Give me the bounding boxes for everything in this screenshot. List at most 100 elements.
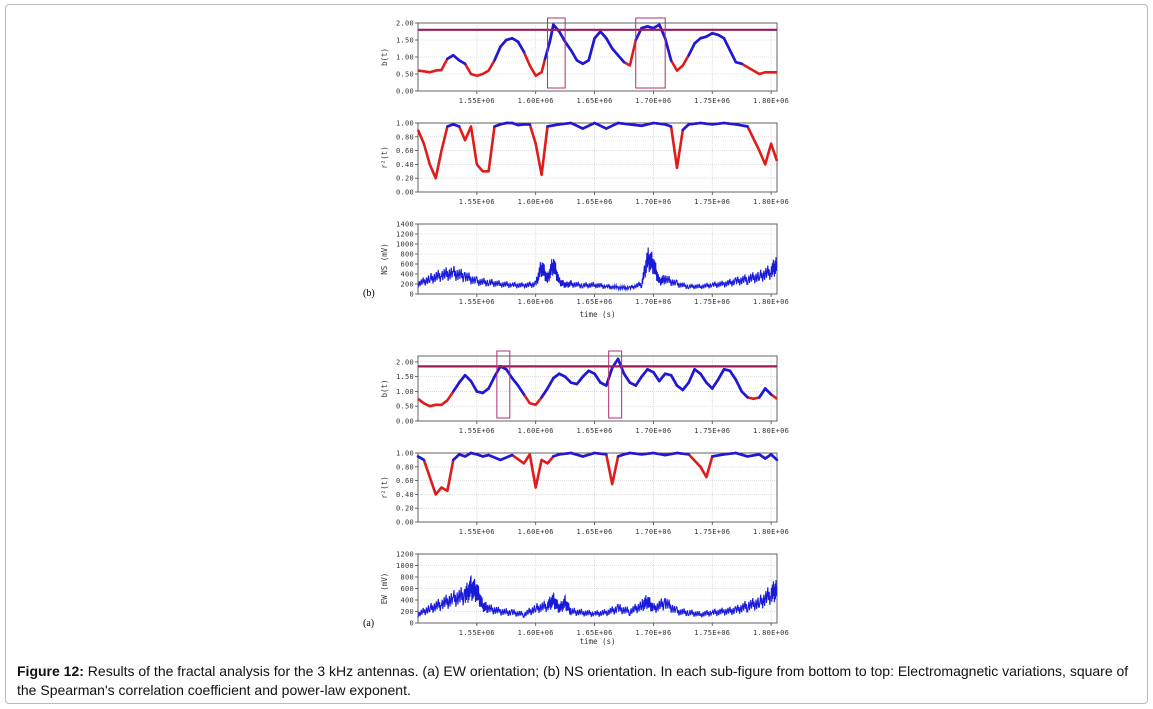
y-tick-label: 0.20 [396, 175, 414, 183]
x-axis-label: time (s) [579, 637, 615, 646]
series-segment [452, 453, 461, 462]
subplot-em-variations: 0 200 400 600 800 1000 1200 1.55E+06 1.60E+06 1.6… [380, 551, 789, 647]
y-axis-label: b(t) [380, 48, 389, 66]
x-tick-label: 1.75E+06 [694, 528, 730, 536]
series-segment [722, 451, 738, 456]
plot-frame [417, 223, 778, 295]
series-segment [587, 36, 596, 62]
x-tick-label: 1.65E+06 [576, 427, 612, 435]
y-tick-label: 0.40 [396, 161, 414, 169]
y-tick-label: 0.40 [396, 491, 414, 499]
figure-frame [5, 4, 1148, 704]
x-tick-label: 1.80E+06 [753, 298, 789, 306]
series-segment [493, 365, 502, 378]
y-tick-label: 800 [400, 251, 414, 259]
x-tick-label: 1.70E+06 [635, 528, 671, 536]
series-segment [640, 451, 655, 456]
x-tick-label: 1.60E+06 [518, 528, 554, 536]
series-segment [499, 38, 508, 49]
series-segment [457, 373, 467, 384]
subplot-power-law-exponent: 0.00 0.50 1.00 1.50 2.00 1.55E+06 1.60E+06 1.65… [380, 350, 789, 435]
y-tick-label: 0.20 [396, 505, 414, 513]
y-tick-label: 400 [400, 597, 414, 605]
y-tick-label: 0.50 [396, 403, 414, 411]
x-tick-label: 1.55E+06 [459, 427, 495, 435]
series-segment [628, 451, 643, 456]
series-segment [634, 375, 643, 387]
series-segment [669, 373, 679, 387]
series-segment [563, 40, 573, 52]
series-segment [593, 451, 608, 456]
y-tick-label: 0.50 [396, 71, 414, 79]
subplot-spearman-r2: 0.00 0.20 0.40 0.60 0.80 1.00 1.55E+06 1.60E+06… [380, 120, 789, 207]
series-segment [681, 381, 691, 392]
x-tick-label: 1.60E+06 [518, 97, 554, 105]
y-tick-label: 2.00 [396, 358, 414, 366]
y-axis-label: EW (mV) [380, 573, 389, 605]
series-segment [722, 36, 732, 52]
plot-frame [417, 355, 778, 422]
x-tick-label: 1.65E+06 [576, 629, 612, 637]
series-segment [557, 451, 573, 456]
x-tick-label: 1.70E+06 [635, 198, 671, 206]
series-segment [687, 42, 696, 57]
y-tick-label: 600 [400, 585, 414, 593]
x-tick-label: 1.70E+06 [635, 298, 671, 306]
series-segment [569, 48, 579, 62]
y-axis-label: NS (mV) [380, 243, 389, 275]
series-segment [710, 121, 726, 126]
series-segment [605, 121, 620, 130]
y-tick-label: 1.00 [396, 388, 414, 396]
series-segment [487, 375, 496, 390]
y-tick-label: 0.80 [396, 133, 414, 141]
series-segment [593, 372, 602, 384]
y-tick-label: 1400 [396, 221, 414, 229]
x-tick-label: 1.70E+06 [635, 427, 671, 435]
series-segment [605, 36, 614, 50]
panel-label: (a) [363, 618, 374, 629]
x-tick-label: 1.55E+06 [459, 528, 495, 536]
series-line-flagged [417, 451, 778, 496]
x-tick-label: 1.55E+06 [459, 97, 495, 105]
y-axis-label: r²(t) [380, 476, 389, 499]
series-segment [628, 123, 643, 128]
y-tick-label: 1000 [396, 241, 414, 249]
highlight-box [496, 350, 511, 419]
caption-text: Results of the fractal analysis for the … [17, 663, 1129, 698]
highlight-box [546, 17, 566, 89]
series-segment [516, 40, 526, 54]
highlight-box [635, 17, 666, 89]
series-segment [657, 372, 667, 383]
y-axis-label: b(t) [380, 379, 389, 397]
x-tick-label: 1.65E+06 [576, 97, 612, 105]
x-tick-label: 1.60E+06 [518, 629, 554, 637]
series-segment [593, 30, 602, 40]
y-tick-label: 0.60 [396, 477, 414, 485]
series-segment [734, 123, 749, 128]
series-segment [728, 369, 738, 381]
x-tick-label: 1.80E+06 [753, 198, 789, 206]
x-tick-label: 1.55E+06 [459, 198, 495, 206]
series-segment [546, 123, 561, 128]
y-tick-label: 200 [400, 608, 414, 616]
series-segment [710, 453, 726, 458]
series-segment [487, 453, 502, 462]
series-segment [416, 455, 426, 462]
series-line [417, 247, 778, 292]
y-tick-label: 1200 [396, 551, 414, 559]
plot-frame [417, 22, 778, 92]
y-tick-label: 1200 [396, 231, 414, 239]
y-tick-label: 1.50 [396, 37, 414, 45]
series-segment [575, 375, 585, 386]
y-tick-label: 0.00 [396, 189, 414, 197]
series-segment [640, 121, 655, 128]
plot-frame [417, 452, 778, 523]
series-segment [581, 451, 596, 458]
series-segment [569, 121, 585, 130]
caption-label: Figure 12: [17, 663, 84, 679]
x-tick-label: 1.60E+06 [518, 298, 554, 306]
highlight-box [608, 350, 623, 419]
series-segment [734, 451, 749, 458]
x-tick-label: 1.80E+06 [753, 427, 789, 435]
series-segment [728, 48, 738, 64]
